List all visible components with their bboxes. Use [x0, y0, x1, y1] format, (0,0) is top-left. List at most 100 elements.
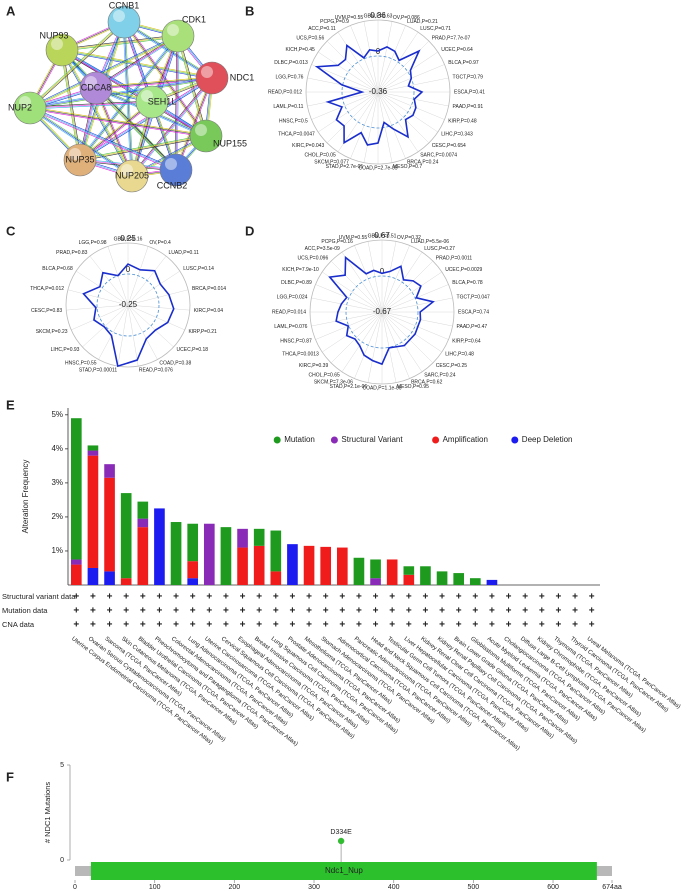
network-edge — [130, 77, 212, 176]
node-highlight — [69, 148, 81, 160]
bar-segment — [137, 501, 149, 519]
radar-category-label: READ,P=0.012 — [268, 89, 302, 95]
radar-line — [314, 43, 424, 146]
radar-category-label: PRAD,P=0.0011 — [436, 256, 473, 262]
annotation-symbol: + — [556, 620, 562, 631]
network-edge — [29, 34, 178, 108]
radar-spoke — [127, 304, 139, 367]
annotation-symbol: + — [140, 606, 146, 617]
radar-spoke — [341, 251, 383, 313]
radar-category-label: KIRP,P=0.21 — [188, 329, 217, 335]
radar-category-label: BRCA,P=0.24 — [407, 160, 438, 166]
radar-category-label: UCEC,P=0.0029 — [445, 267, 482, 273]
node-highlight — [201, 66, 213, 78]
network-edge — [174, 35, 178, 170]
legend-label: Structural Variant — [341, 435, 403, 444]
radar-category-label: LGG,P=0.98 — [79, 240, 107, 246]
network-node — [135, 85, 169, 119]
annotation-symbol: + — [373, 606, 379, 617]
radar-category-label: CESC,P=0.25 — [436, 363, 467, 369]
radar-category-label: LIHC,P=0.93 — [51, 347, 80, 353]
bar-segment — [303, 545, 315, 585]
radar-spoke — [127, 304, 158, 360]
annotation-symbol: + — [123, 620, 129, 631]
radar-category-label: ESCA,P=0.41 — [454, 89, 485, 95]
annotation-symbol: + — [506, 592, 512, 603]
radar-spoke — [377, 25, 406, 93]
radar-tick-label: 0.25 — [120, 234, 136, 243]
annotation-symbol: + — [539, 592, 545, 603]
annotation-symbol: + — [472, 606, 478, 617]
legend-marker — [511, 436, 519, 444]
radar-ring — [345, 275, 419, 349]
annotation-symbol: + — [522, 606, 528, 617]
radar-category-label: SKCM,P=7.3e-06 — [314, 380, 353, 386]
point-label: D334E — [330, 829, 352, 836]
network-edge — [79, 135, 207, 161]
radar-category-label: STAD,P=2.7e-05 — [326, 164, 364, 170]
annotation-symbol: + — [256, 606, 262, 617]
annotation-symbol: + — [290, 592, 296, 603]
network-edge — [62, 36, 179, 52]
bar-segment — [187, 523, 199, 562]
node-label: NUP2 — [8, 102, 32, 112]
bar-segment — [187, 561, 199, 579]
bar-segment — [386, 559, 398, 585]
annotation-symbol: + — [290, 606, 296, 617]
network-edge — [29, 108, 132, 178]
annotation-symbol: + — [223, 606, 229, 617]
radar-category-label: KIRP,P=0.64 — [452, 338, 481, 344]
network-edge — [61, 34, 178, 50]
bar-segment — [70, 564, 82, 585]
bar-segment — [87, 445, 99, 451]
annotation-symbol: + — [423, 620, 429, 631]
annotation-symbol: + — [206, 620, 212, 631]
annotation-symbol: + — [439, 592, 445, 603]
network-edge — [29, 101, 153, 109]
annotation-symbol: + — [439, 606, 445, 617]
annotation-symbol: + — [439, 620, 445, 631]
radar-category-label: LUSC,P=0.27 — [424, 246, 455, 252]
y-tick-label: 4% — [51, 444, 63, 453]
radar-spoke — [377, 91, 393, 163]
network-node — [115, 159, 149, 193]
radar-category-label: OV,P=0.32 — [397, 235, 421, 241]
annotation-symbol: + — [190, 606, 196, 617]
bar-segment — [137, 518, 149, 528]
radar-category-label: PRAD,P=0.83 — [56, 250, 87, 256]
annotation-symbol: + — [73, 620, 79, 631]
bar-segment — [486, 579, 498, 585]
annotation-symbol: + — [123, 606, 129, 617]
bar-segment — [270, 571, 282, 585]
annotation-symbol: + — [273, 592, 279, 603]
node-highlight — [85, 76, 97, 88]
bar-segment — [253, 528, 265, 546]
network-edge — [175, 35, 179, 171]
radar-category-label: THCA,P=0.0047 — [278, 132, 315, 138]
panel-label: D — [245, 223, 254, 238]
radar-category-label: LUAD,P=0.11 — [169, 250, 200, 256]
radar-category-label: UVM,P=0.55 — [335, 15, 364, 21]
annotation-symbol: + — [206, 592, 212, 603]
radar-spoke — [317, 51, 379, 93]
radar-category-label: LAML,P=0.11 — [273, 104, 303, 110]
network-edge — [131, 77, 213, 177]
annotation-symbol: + — [489, 620, 495, 631]
annotation-symbol: + — [389, 592, 395, 603]
radar-category-label: KIRC,P=0.04 — [194, 308, 224, 314]
radar-spoke — [363, 91, 379, 163]
radar-spoke — [381, 271, 443, 313]
node-label: CDK1 — [182, 14, 206, 24]
legend-marker — [432, 436, 440, 444]
bar-segment — [170, 522, 182, 585]
radar-category-label: COAD,P=0.38 — [159, 360, 191, 366]
y-tick-label: 1% — [51, 546, 63, 555]
panel-label: F — [6, 769, 14, 784]
annotation-symbol: + — [472, 620, 478, 631]
annotation-symbol: + — [107, 592, 113, 603]
annotation-symbol: + — [389, 620, 395, 631]
annotation-symbol: + — [140, 592, 146, 603]
network-edge — [174, 77, 212, 170]
node-highlight — [51, 38, 63, 50]
radar-spoke — [311, 297, 383, 313]
